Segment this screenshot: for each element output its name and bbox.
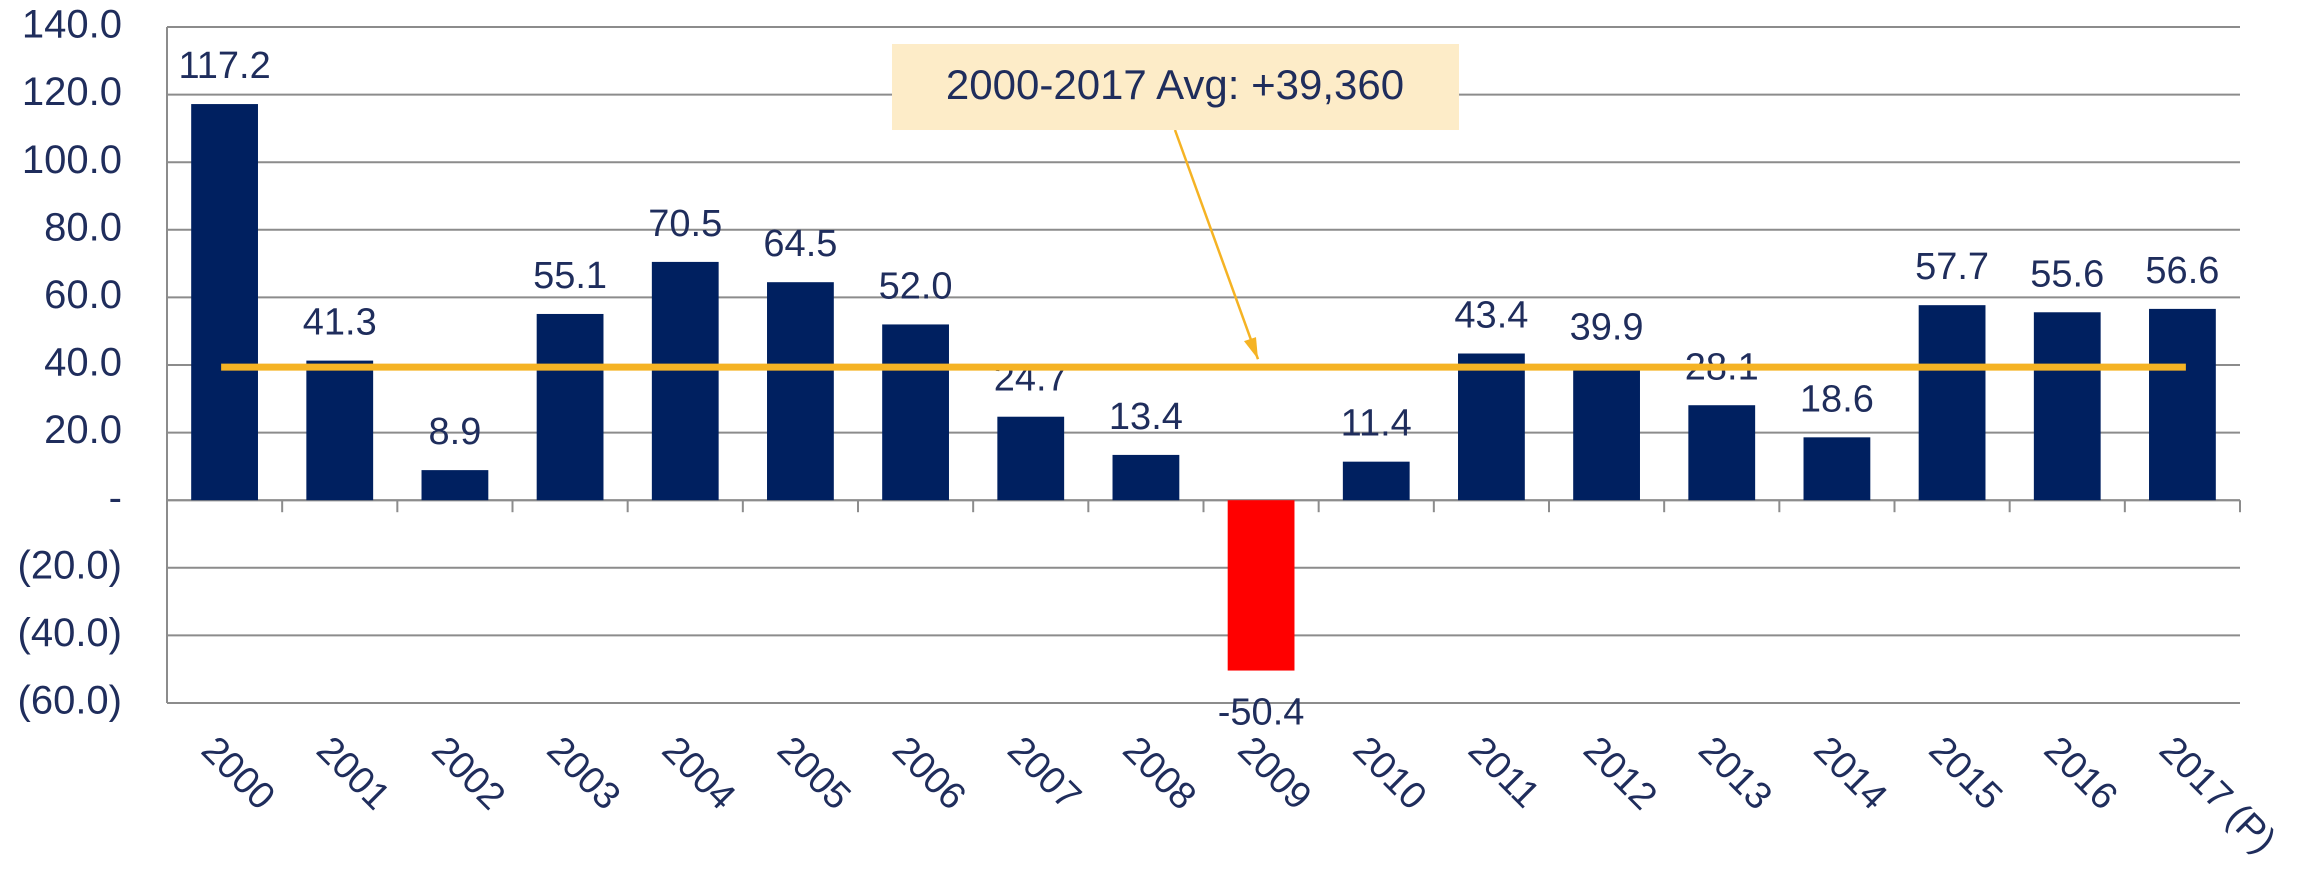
bar xyxy=(1227,500,1295,671)
x-tick-label: 2006 xyxy=(884,729,973,818)
y-tick-label: (60.0) xyxy=(18,679,123,723)
data-label: 11.4 xyxy=(1341,403,1412,445)
x-tick-label: 2005 xyxy=(769,729,858,818)
data-label: 117.2 xyxy=(178,45,270,87)
x-tick-label: 2011 xyxy=(1460,729,1547,816)
y-tick-label: 120.0 xyxy=(22,70,122,114)
bar xyxy=(1918,305,1986,501)
x-tick-label: 2010 xyxy=(1345,729,1434,818)
bar xyxy=(2149,308,2216,501)
data-label: 70.5 xyxy=(648,203,722,245)
bar xyxy=(421,470,489,501)
bar xyxy=(767,282,834,501)
annotation-text: 2000-2017 Avg: +39,360 xyxy=(946,61,1404,108)
data-label: 39.9 xyxy=(1570,306,1644,348)
bar xyxy=(1688,405,1756,501)
y-tick-label: 60.0 xyxy=(44,273,122,317)
bar xyxy=(306,360,374,501)
data-label: -50.4 xyxy=(1218,692,1305,734)
bar xyxy=(1342,461,1410,501)
x-tick-label: 2000 xyxy=(193,729,282,818)
y-tick-label: 140.0 xyxy=(22,3,122,47)
x-tick-label: 2007 xyxy=(999,729,1088,818)
bar xyxy=(1573,365,1640,501)
x-tick-label: 2003 xyxy=(539,729,628,818)
x-tick-label: 2001 xyxy=(308,729,397,818)
data-label: 52.0 xyxy=(879,265,953,307)
bar xyxy=(1458,353,1525,501)
x-tick-label: 2012 xyxy=(1575,729,1664,818)
bar xyxy=(2033,312,2101,501)
x-tick-label: 2004 xyxy=(654,729,743,818)
y-tick-label: 100.0 xyxy=(22,138,122,182)
bar xyxy=(536,313,604,501)
x-tick-label: 2013 xyxy=(1690,729,1779,818)
data-label: 13.4 xyxy=(1109,396,1183,438)
data-label: 18.6 xyxy=(1800,378,1874,420)
data-label: 64.5 xyxy=(763,223,837,265)
y-tick-label: (40.0) xyxy=(18,611,123,655)
x-tick-label: 2014 xyxy=(1805,729,1894,818)
data-label: 56.6 xyxy=(2145,250,2219,292)
x-tick-label: 2009 xyxy=(1230,729,1319,818)
x-tick-label: 2008 xyxy=(1114,729,1203,818)
bar xyxy=(191,104,258,501)
bar xyxy=(651,261,719,501)
bar xyxy=(997,416,1065,501)
annotation-arrowhead xyxy=(1244,337,1258,360)
data-label: 8.9 xyxy=(429,411,482,453)
data-label: 55.1 xyxy=(533,255,607,297)
data-label: 41.3 xyxy=(303,302,377,344)
data-label: 55.6 xyxy=(2030,253,2104,295)
x-tick-label: 2017 (P) xyxy=(2151,729,2284,862)
x-tick-label: 2015 xyxy=(1921,729,2010,818)
bar xyxy=(882,324,949,501)
data-label: 43.4 xyxy=(1454,295,1528,337)
y-tick-label: 20.0 xyxy=(44,408,122,452)
y-tick-label: 80.0 xyxy=(44,205,122,249)
x-tick-label: 2002 xyxy=(423,729,512,818)
y-tick-label: 40.0 xyxy=(44,341,122,385)
x-tick-label: 2016 xyxy=(2036,729,2125,818)
data-label: 57.7 xyxy=(1915,246,1989,288)
annotation-box xyxy=(892,44,1459,130)
y-tick-label: (20.0) xyxy=(18,543,123,587)
bar xyxy=(1803,437,1871,501)
annotation-arrow xyxy=(1173,129,1260,360)
y-tick-label: - xyxy=(109,476,122,520)
bar xyxy=(1112,454,1180,501)
